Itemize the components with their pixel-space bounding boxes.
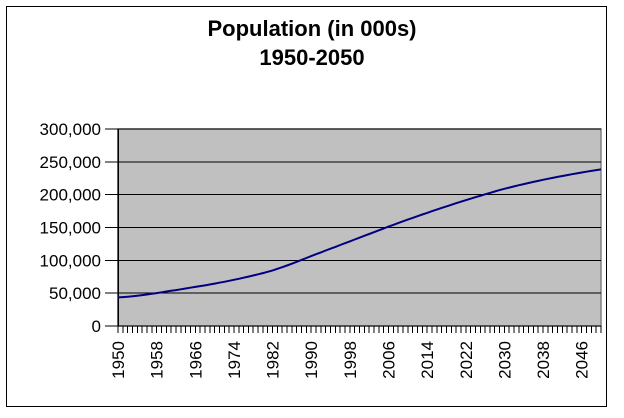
x-axis-label: 1966 [186,341,205,379]
chart-title: Population (in 000s) [207,16,417,41]
x-axis-label: 2030 [495,341,514,379]
x-axis-label: 2014 [418,341,437,379]
x-axis-label: 1958 [148,341,167,379]
x-axis-label: 2038 [534,341,553,379]
x-axis-label: 1974 [225,341,244,379]
y-axis-label: 50,000 [49,284,101,303]
x-axis-label: 1950 [109,341,128,379]
chart-title-block: Population (in 000s) 1950-2050 [0,14,624,72]
x-axis-label: 2006 [379,341,398,379]
x-axis-label: 1982 [264,341,283,379]
x-axis-label: 2022 [457,341,476,379]
chart-subtitle: 1950-2050 [259,45,365,70]
y-axis-label: 150,000 [40,219,101,238]
x-axis-label: 1998 [341,341,360,379]
y-axis-label: 100,000 [40,251,101,270]
population-series-line [117,168,602,299]
y-axis-label: 250,000 [40,153,101,172]
y-axis-label: 300,000 [40,120,101,139]
x-axis-label: 1990 [302,341,321,379]
y-axis-label: 200,000 [40,186,101,205]
y-axis-label: 0 [92,317,101,336]
x-axis-label: 2046 [573,341,592,379]
